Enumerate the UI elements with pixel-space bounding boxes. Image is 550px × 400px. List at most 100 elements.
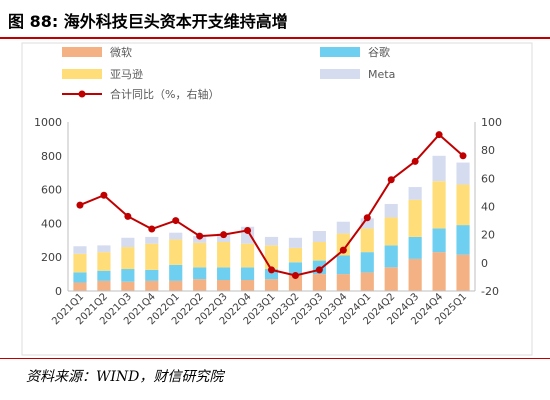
y-axis-ticks: 0 200 400 600 800 1000 <box>34 116 62 298</box>
bar-3-12 <box>360 218 374 229</box>
y2-tick-label-4: 60 <box>481 172 495 185</box>
bar-0-8 <box>264 279 279 291</box>
y-tick-label-1: 200 <box>41 251 62 264</box>
bar-2-16 <box>456 184 470 226</box>
yoy-point-9 <box>291 272 299 280</box>
bar-0-11 <box>336 274 350 291</box>
y2-tick-label-2: 20 <box>481 229 495 242</box>
legend-label-1: 谷歌 <box>368 45 390 59</box>
yoy-point-3 <box>148 225 156 233</box>
bar-0-9 <box>288 274 303 291</box>
bar-3-3 <box>145 236 159 244</box>
legend-label-line: 合计同比（%，右轴） <box>110 87 219 101</box>
bar-0-14 <box>408 258 422 291</box>
legend-label-2: 亚马逊 <box>110 68 143 81</box>
figure-title: 图 88: 海外科技巨头资本开支维持高增 <box>8 12 288 31</box>
bar-2-9 <box>288 247 303 263</box>
yoy-point-13 <box>387 176 395 184</box>
legend-swatch-0 <box>62 47 102 57</box>
bar-1-13 <box>384 245 398 268</box>
bar-3-11 <box>336 221 350 234</box>
legend-swatch-3 <box>320 69 360 79</box>
bar-3-14 <box>408 187 422 200</box>
y-tick-label-4: 800 <box>41 150 62 163</box>
bar-0-16 <box>456 254 470 291</box>
bar-2-5 <box>193 242 207 268</box>
bar-3-9 <box>288 237 303 248</box>
bar-2-6 <box>217 241 231 268</box>
yoy-point-15 <box>435 131 443 139</box>
bar-0-3 <box>145 280 159 291</box>
bar-0-15 <box>432 252 446 291</box>
bar-1-16 <box>456 225 470 255</box>
y-tick-label-5: 1000 <box>34 116 62 129</box>
bar-2-14 <box>408 199 422 237</box>
bar-0-0 <box>73 282 87 291</box>
axes <box>67 122 476 292</box>
bar-1-0 <box>73 272 87 283</box>
bar-1-9 <box>288 262 303 275</box>
y2-tick-label-1: 0 <box>481 257 488 270</box>
bar-0-13 <box>384 267 398 291</box>
bar-2-15 <box>432 181 446 229</box>
bar-2-7 <box>240 243 255 268</box>
legend-swatch-1 <box>320 47 360 57</box>
y2-tick-label-3: 40 <box>481 201 495 214</box>
bar-2-2 <box>121 247 135 270</box>
bar-1-11 <box>336 255 350 275</box>
bar-3-13 <box>384 203 398 218</box>
yoy-point-6 <box>220 231 228 239</box>
bar-2-0 <box>73 253 87 273</box>
yoy-point-16 <box>459 152 467 160</box>
yoy-point-12 <box>363 214 371 222</box>
yoy-point-8 <box>268 266 275 274</box>
bar-1-6 <box>217 267 231 281</box>
yoy-point-11 <box>339 246 347 254</box>
y2-tick-label-6: 100 <box>481 116 502 129</box>
bar-1-7 <box>240 267 255 281</box>
title-bar: 图 88: 海外科技巨头资本开支维持高增 <box>0 0 550 38</box>
yoy-point-10 <box>315 266 323 274</box>
bar-1-1 <box>97 270 111 281</box>
yoy-point-7 <box>244 226 252 234</box>
title-rule <box>0 37 550 39</box>
yoy-line <box>76 131 467 280</box>
yoy-point-2 <box>124 212 132 220</box>
bar-1-2 <box>121 269 135 282</box>
bar-0-4 <box>169 280 183 291</box>
bar-0-12 <box>360 272 374 291</box>
bar-2-4 <box>169 239 183 265</box>
bar-2-13 <box>384 217 398 246</box>
bar-0-6 <box>217 280 231 291</box>
legend-label-3: Meta <box>368 68 395 81</box>
bar-1-3 <box>145 269 159 281</box>
source-note: 资料来源：WIND，财信研究院 <box>26 369 224 385</box>
yoy-point-1 <box>100 191 108 199</box>
bar-3-16 <box>456 162 470 185</box>
bar-0-5 <box>193 279 207 291</box>
yoy-point-14 <box>411 157 419 165</box>
footer-rule <box>0 358 550 359</box>
yoy-point-0 <box>76 201 84 209</box>
y2-tick-label-5: 80 <box>481 144 495 157</box>
bar-2-1 <box>97 252 111 271</box>
bar-1-4 <box>169 264 183 281</box>
bar-1-8 <box>264 269 279 280</box>
yoy-point-5 <box>196 232 204 240</box>
y2-axis-ticks: -20 0 20 40 60 80 100 <box>481 116 502 298</box>
bar-1-12 <box>360 252 374 273</box>
bar-3-10 <box>312 231 326 242</box>
bar-3-8 <box>264 236 279 246</box>
bar-3-2 <box>121 237 135 248</box>
y-tick-label-2: 400 <box>41 217 62 230</box>
bar-3-15 <box>432 155 446 182</box>
legend-label-0: 微软 <box>110 45 132 59</box>
bar-3-1 <box>97 245 111 253</box>
chart-area: 微软 谷歌 亚马逊 Meta 合计同比（%，右轴） 0 200 400 600 800 1000 … <box>0 39 550 357</box>
y-tick-label-0: 0 <box>55 285 62 298</box>
bar-2-12 <box>360 228 374 253</box>
bar-1-5 <box>193 267 207 280</box>
bar-2-10 <box>312 241 326 261</box>
